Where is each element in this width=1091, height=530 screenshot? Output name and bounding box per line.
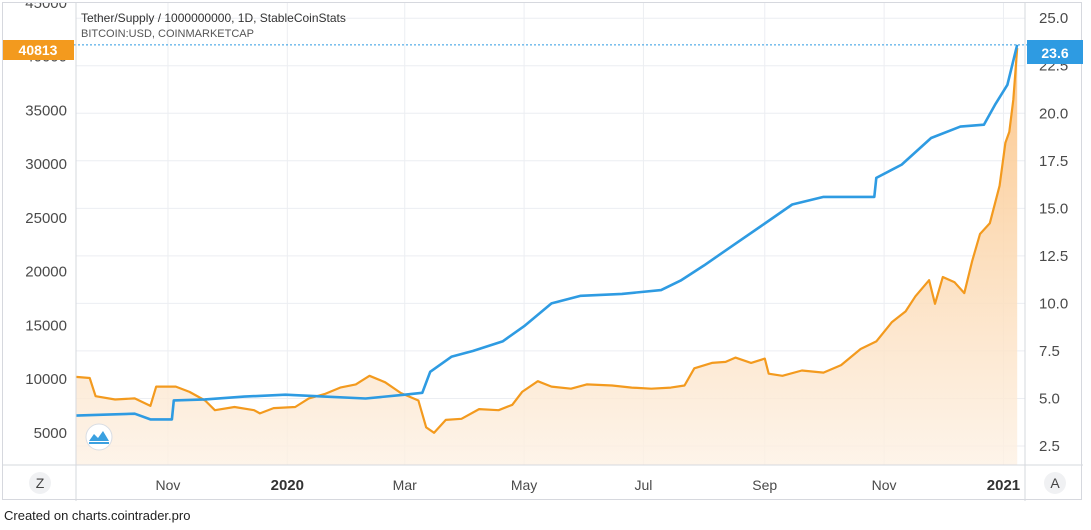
left-tick-label: 15000 bbox=[25, 317, 67, 334]
right-tick-label: 12.5 bbox=[1039, 248, 1068, 265]
x-tick-label: Nov bbox=[872, 477, 897, 493]
usdt-supply-line bbox=[75, 44, 1019, 421]
x-tick-label: May bbox=[511, 477, 537, 493]
left-tick-label: 45000 bbox=[25, 3, 67, 12]
x-tick-label: Jul bbox=[634, 477, 652, 493]
left-corner-label: Z bbox=[36, 475, 45, 491]
chart-canvas[interactable]: Nov 2020 Mar May Jul Sep Nov 2021 2.5 5.0 7.5 10.0 1… bbox=[3, 3, 1083, 501]
x-tick-label: 2021 bbox=[987, 477, 1020, 494]
right-tick-label: 10.0 bbox=[1039, 295, 1068, 312]
axes: Nov 2020 Mar May Jul Sep Nov 2021 2.5 5.0 7.5 10.0 1… bbox=[3, 3, 1083, 501]
left-tick-label: 5000 bbox=[34, 425, 67, 442]
left-tick-label: 20000 bbox=[25, 264, 67, 281]
auto-scale-left-button[interactable]: Z bbox=[29, 472, 51, 494]
left-tick-label: 35000 bbox=[25, 102, 67, 119]
right-tick-label: 15.0 bbox=[1039, 200, 1068, 217]
legend: Tether/Supply / 1000000000, 1D, StableCo… bbox=[81, 11, 346, 40]
left-tick-label: 25000 bbox=[25, 210, 67, 227]
x-tick-label: 2020 bbox=[271, 477, 304, 494]
right-tick-label: 20.0 bbox=[1039, 105, 1068, 122]
auto-scale-right-button[interactable]: A bbox=[1044, 472, 1066, 494]
x-tick-label: Sep bbox=[752, 477, 777, 493]
usdt-supply-badge: 23.6 bbox=[1027, 40, 1083, 64]
btc-price-badge-label: 40813 bbox=[19, 42, 58, 58]
right-corner-label: A bbox=[1050, 475, 1060, 491]
grid-lines bbox=[76, 3, 1025, 465]
btc-price-line bbox=[75, 47, 1019, 434]
x-tick-label: Nov bbox=[156, 477, 181, 493]
right-tick-label: 25.0 bbox=[1039, 10, 1068, 27]
right-tick-label: 17.5 bbox=[1039, 153, 1068, 170]
left-tick-label: 10000 bbox=[25, 371, 67, 388]
right-tick-label: 5.0 bbox=[1039, 390, 1060, 407]
usdt-supply-badge-label: 23.6 bbox=[1041, 45, 1068, 61]
right-tick-label: 7.5 bbox=[1039, 343, 1060, 360]
x-tick-label: Mar bbox=[393, 477, 417, 493]
right-tick-label: 2.5 bbox=[1039, 438, 1060, 455]
btc-price-badge: 40813 bbox=[3, 40, 74, 60]
plot-area bbox=[74, 44, 1027, 465]
left-tick-label: 30000 bbox=[25, 156, 67, 173]
legend-title: Tether/Supply / 1000000000, 1D, StableCo… bbox=[81, 11, 346, 25]
footer-credit: Created on charts.cointrader.pro bbox=[4, 508, 191, 523]
legend-subtitle: BITCOIN:USD, COINMARKETCAP bbox=[81, 28, 254, 40]
btc-area-fill bbox=[76, 48, 1018, 465]
cointrader-logo-icon bbox=[85, 423, 113, 451]
chart-frame: Nov 2020 Mar May Jul Sep Nov 2021 2.5 5.0 7.5 10.0 1… bbox=[2, 2, 1083, 501]
